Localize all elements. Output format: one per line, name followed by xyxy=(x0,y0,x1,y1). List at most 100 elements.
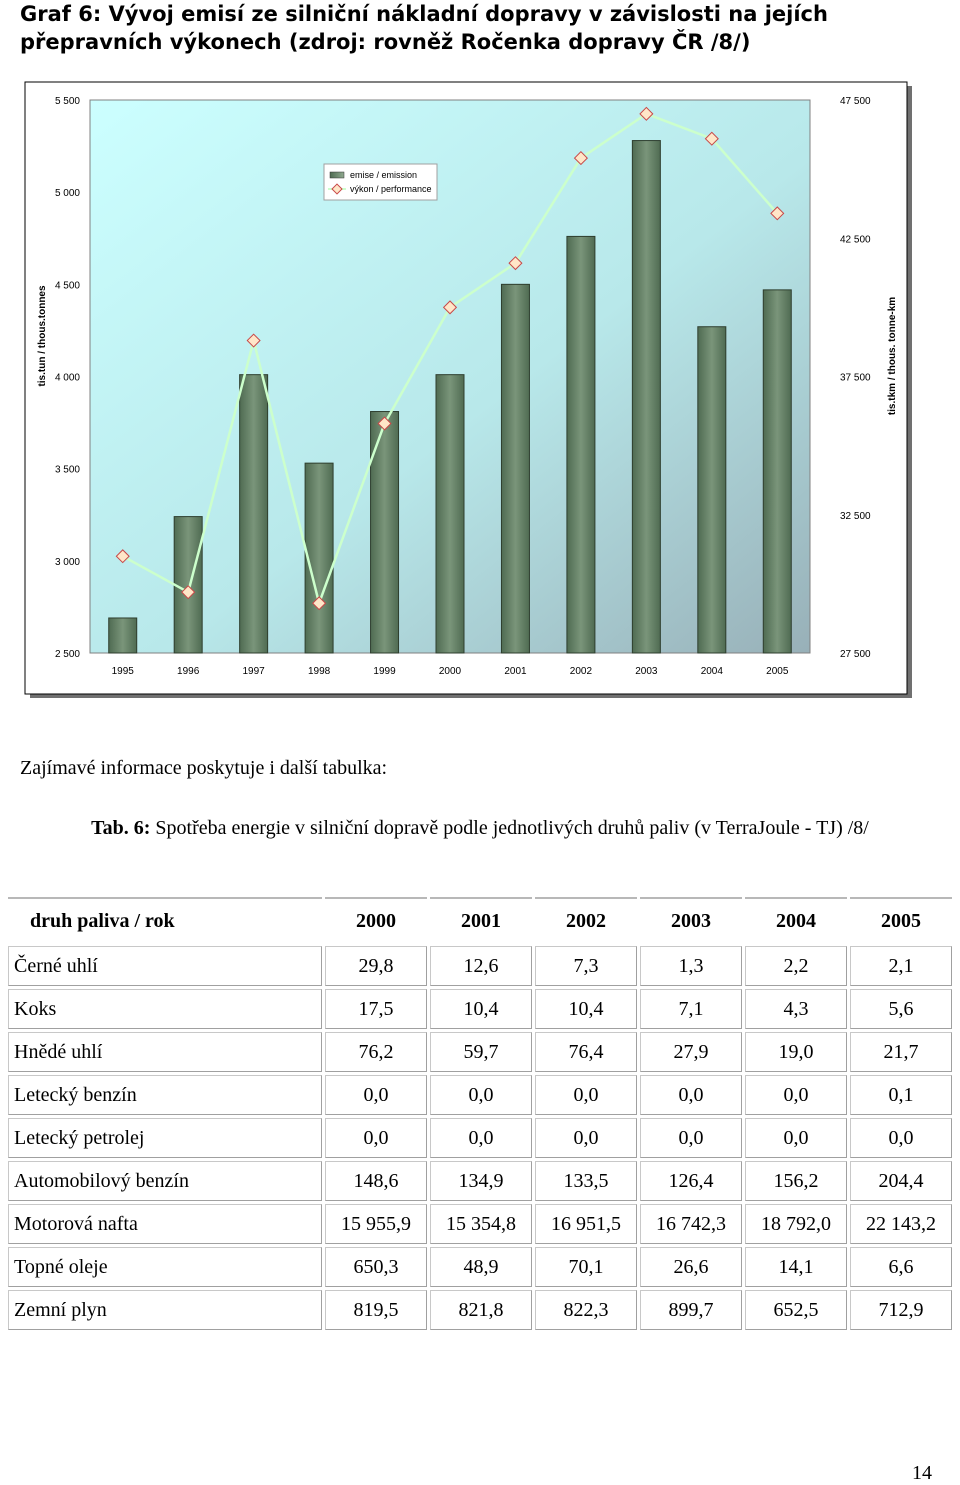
value-cell: 76,2 xyxy=(325,1032,427,1072)
emissions-chart: 2 500 3 000 3 500 4 000 4 500 5 000 5 500 27 5… xyxy=(24,81,912,698)
header-cell: 2001 xyxy=(430,897,532,943)
bar-emission-1995 xyxy=(108,617,138,654)
x-category-label: 1997 xyxy=(243,666,266,677)
marker-performance-1996 xyxy=(181,585,196,600)
fuel-type-cell: Topné oleje xyxy=(8,1247,322,1287)
marker-performance-1995 xyxy=(115,549,130,564)
bar-emission-2003 xyxy=(631,140,661,654)
value-cell: 126,4 xyxy=(640,1161,742,1201)
table-row: Koks 17,5 10,4 10,4 7,1 4,3 5,6 xyxy=(8,989,952,1029)
marker-performance-2004 xyxy=(704,131,719,146)
fuel-type-cell: Černé uhlí xyxy=(8,946,322,986)
value-cell: 819,5 xyxy=(325,1290,427,1330)
value-cell: 7,1 xyxy=(640,989,742,1029)
y-right-tick-label: 32 500 xyxy=(840,511,871,522)
value-cell: 29,8 xyxy=(325,946,427,986)
x-category-label: 2005 xyxy=(766,666,789,677)
value-cell: 19,0 xyxy=(745,1032,847,1072)
marker-performance-1998 xyxy=(312,596,327,611)
x-category-label: 2004 xyxy=(701,666,724,677)
fuel-type-cell: Automobilový benzín xyxy=(8,1161,322,1201)
x-category-label: 1995 xyxy=(112,666,135,677)
header-cell: 2005 xyxy=(850,897,952,943)
value-cell: 0,0 xyxy=(640,1075,742,1115)
table-header-row: druh paliva / rok 2000 2001 2002 2003 20… xyxy=(8,897,952,943)
header-cell: 2003 xyxy=(640,897,742,943)
value-cell: 0,0 xyxy=(325,1075,427,1115)
table-row: Topné oleje 650,3 48,9 70,1 26,6 14,1 6,6 xyxy=(8,1247,952,1287)
bar-emission-1997 xyxy=(239,374,269,654)
value-cell: 652,5 xyxy=(745,1290,847,1330)
value-cell: 6,6 xyxy=(850,1247,952,1287)
value-cell: 10,4 xyxy=(535,989,637,1029)
fuel-type-cell: Motorová nafta xyxy=(8,1204,322,1244)
y-left-tick-label: 5 500 xyxy=(55,96,80,107)
table-caption-label: Tab. 6: xyxy=(91,817,151,839)
value-cell: 18 792,0 xyxy=(745,1204,847,1244)
bar-emission-1998 xyxy=(304,462,334,654)
value-cell: 0,0 xyxy=(850,1118,952,1158)
y-left-axis-title: tis.tun / thous.tonnes xyxy=(37,285,48,387)
value-cell: 5,6 xyxy=(850,989,952,1029)
x-category-label: 1996 xyxy=(177,666,200,677)
legend-label-emission: emise / emission xyxy=(350,170,417,180)
fuel-type-cell: Zemní plyn xyxy=(8,1290,322,1330)
value-cell: 70,1 xyxy=(535,1247,637,1287)
value-cell: 2,1 xyxy=(850,946,952,986)
table-row: Letecký petrolej 0,0 0,0 0,0 0,0 0,0 0,0 xyxy=(8,1118,952,1158)
value-cell: 14,1 xyxy=(745,1247,847,1287)
value-cell: 899,7 xyxy=(640,1290,742,1330)
x-category-label: 1999 xyxy=(373,666,396,677)
value-cell: 0,0 xyxy=(430,1118,532,1158)
table-caption: Tab. 6: Spotřeba energie v silniční dopr… xyxy=(20,813,940,843)
value-cell: 1,3 xyxy=(640,946,742,986)
bar-emission-1996 xyxy=(173,516,203,654)
value-cell: 15 354,8 xyxy=(430,1204,532,1244)
header-cell: 2002 xyxy=(535,897,637,943)
table-row: Motorová nafta 15 955,9 15 354,8 16 951,5 16… xyxy=(8,1204,952,1244)
value-cell: 148,6 xyxy=(325,1161,427,1201)
value-cell: 204,4 xyxy=(850,1161,952,1201)
value-cell: 0,0 xyxy=(535,1075,637,1115)
value-cell: 712,9 xyxy=(850,1290,952,1330)
fuel-type-cell: Hnědé uhlí xyxy=(8,1032,322,1072)
table-row: Hnědé uhlí 76,2 59,7 76,4 27,9 19,0 21,7 xyxy=(8,1032,952,1072)
value-cell: 4,3 xyxy=(745,989,847,1029)
value-cell: 0,1 xyxy=(850,1075,952,1115)
fuel-type-cell: Letecký petrolej xyxy=(8,1118,322,1158)
value-cell: 10,4 xyxy=(430,989,532,1029)
marker-performance-1999 xyxy=(377,416,392,431)
marker-performance-2002 xyxy=(573,150,588,166)
fuel-type-cell: Koks xyxy=(8,989,322,1029)
value-cell: 16 742,3 xyxy=(640,1204,742,1244)
value-cell: 650,3 xyxy=(325,1247,427,1287)
value-cell: 48,9 xyxy=(430,1247,532,1287)
value-cell: 26,6 xyxy=(640,1247,742,1287)
value-cell: 7,3 xyxy=(535,946,637,986)
value-cell: 16 951,5 xyxy=(535,1204,637,1244)
x-category-label: 2001 xyxy=(504,666,527,677)
value-cell: 0,0 xyxy=(430,1075,532,1115)
marker-performance-1997 xyxy=(246,333,261,348)
value-cell: 133,5 xyxy=(535,1161,637,1201)
x-category-label: 2000 xyxy=(439,666,462,677)
x-category-label: 2003 xyxy=(635,666,658,677)
value-cell: 0,0 xyxy=(745,1118,847,1158)
value-cell: 821,8 xyxy=(430,1290,532,1330)
figure-title: Graf 6: Vývoj emisí ze silniční nákladní… xyxy=(20,2,828,54)
value-cell: 156,2 xyxy=(745,1161,847,1201)
table-caption-text: Spotřeba energie v silniční dopravě podl… xyxy=(155,817,869,839)
header-cell: 2004 xyxy=(745,897,847,943)
y-left-tick-label: 4 000 xyxy=(55,373,80,384)
intro-text: Zajímavé informace poskytuje i další tab… xyxy=(20,757,388,779)
fuel-type-cell: Letecký benzín xyxy=(8,1075,322,1115)
header-cell: druh paliva / rok xyxy=(8,897,322,943)
value-cell: 134,9 xyxy=(430,1161,532,1201)
legend-swatch-bar xyxy=(329,171,345,179)
bar-emission-2000 xyxy=(435,374,465,654)
legend: emise / emission výkon / performance xyxy=(323,163,438,201)
table-row: Letecký benzín 0,0 0,0 0,0 0,0 0,0 0,1 xyxy=(8,1075,952,1115)
y-right-axis-title: tis.tkm / thous. tonne-km xyxy=(887,297,898,415)
value-cell: 822,3 xyxy=(535,1290,637,1330)
y-left-tick-label: 2 500 xyxy=(55,649,80,660)
